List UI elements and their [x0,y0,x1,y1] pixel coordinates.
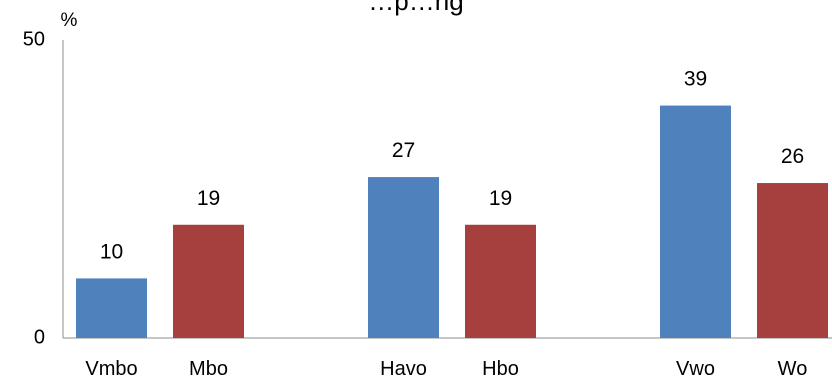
category-label: Hbo [482,358,519,380]
value-label: 19 [197,187,220,210]
y-axis-unit-label: % [61,10,78,31]
category-label: Vwo [676,358,715,380]
value-label: 39 [684,68,707,91]
bars [76,105,828,338]
category-label: Vmbo [85,358,137,380]
bar [465,224,536,338]
category-labels: Vmbo Mbo Havo Hbo Vwo Wo [85,358,807,380]
value-labels: 10 19 27 19 39 26 [100,68,804,264]
category-label: Havo [380,358,427,380]
y-tick-labels: 0 50 [23,28,45,348]
bar [76,278,147,338]
category-label: Wo [778,358,808,380]
value-label: 27 [392,139,415,162]
bar [368,177,439,338]
value-label: 26 [781,145,804,168]
bar [173,224,244,338]
bar [660,105,731,338]
chart-title: …p…ng [368,0,463,16]
value-label: 10 [100,240,123,263]
value-label: 19 [489,187,512,210]
bar [757,183,828,338]
category-label: Mbo [189,358,228,380]
y-tick-label: 0 [34,326,45,348]
y-tick-label: 50 [23,28,45,50]
